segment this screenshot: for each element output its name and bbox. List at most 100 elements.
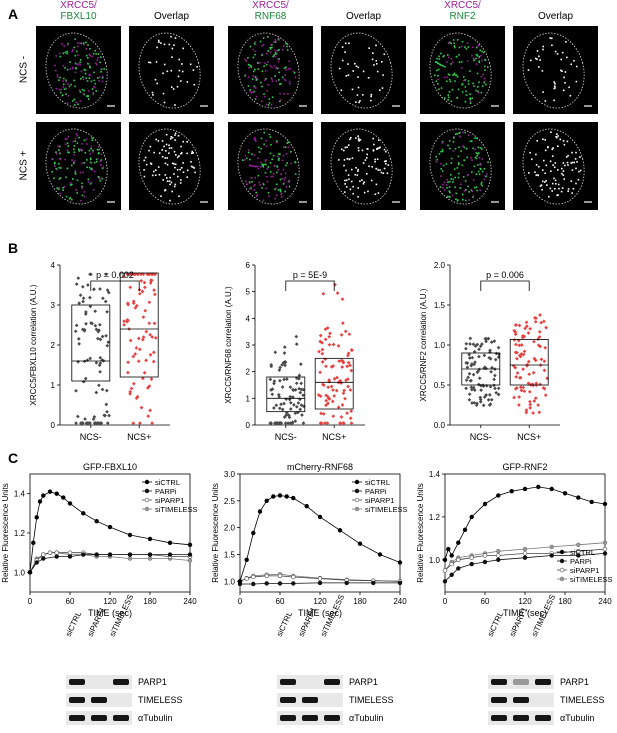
data-point bbox=[27, 570, 33, 575]
data-point bbox=[41, 556, 46, 561]
data-point bbox=[244, 557, 249, 563]
data-point bbox=[481, 403, 486, 408]
data-point bbox=[517, 395, 522, 399]
data-point bbox=[76, 276, 81, 280]
blot-band bbox=[491, 697, 507, 703]
data-point bbox=[472, 400, 477, 405]
data-point bbox=[468, 336, 473, 341]
data-point bbox=[464, 346, 468, 351]
data-point bbox=[471, 372, 476, 377]
data-point bbox=[324, 403, 328, 408]
data-point bbox=[284, 397, 289, 401]
data-point bbox=[272, 406, 276, 410]
data-point bbox=[467, 392, 472, 397]
series-line bbox=[239, 575, 401, 582]
data-point bbox=[283, 363, 287, 368]
data-point bbox=[538, 313, 542, 317]
data-point bbox=[77, 301, 82, 305]
y-tick-label: 3.0 bbox=[224, 470, 236, 479]
data-point bbox=[299, 381, 304, 386]
data-point bbox=[141, 335, 146, 339]
data-point bbox=[477, 376, 482, 381]
data-point bbox=[144, 358, 148, 363]
y-tick-label: 0.5 bbox=[434, 381, 446, 390]
data-point bbox=[187, 542, 193, 548]
legend-marker bbox=[354, 497, 360, 503]
merge-micrograph bbox=[228, 26, 313, 114]
data-point bbox=[128, 338, 133, 343]
kinetics-chart-1: mCherry-RNF68 0 60 120 180 240 TIME (sec) 1.0 1.… bbox=[211, 462, 408, 618]
data-point bbox=[138, 421, 142, 425]
data-point bbox=[462, 527, 468, 533]
data-point bbox=[288, 407, 293, 411]
micro-title-merge: XRCC5/RNF2 bbox=[420, 0, 505, 22]
data-point bbox=[83, 312, 88, 316]
data-point bbox=[277, 394, 282, 399]
y-tick-label: 1.2 bbox=[429, 513, 441, 522]
data-point bbox=[589, 499, 594, 505]
data-point bbox=[496, 386, 501, 391]
data-point bbox=[134, 346, 139, 350]
data-point bbox=[465, 365, 470, 370]
data-point bbox=[470, 401, 474, 405]
data-point bbox=[300, 413, 304, 417]
data-point bbox=[324, 398, 329, 403]
legend-label: PARPi bbox=[570, 557, 592, 566]
y-tick-label: 2 bbox=[51, 341, 56, 350]
data-point bbox=[107, 552, 113, 557]
data-point bbox=[340, 297, 345, 302]
data-point bbox=[318, 333, 323, 338]
data-point bbox=[146, 414, 151, 418]
data-point bbox=[294, 381, 299, 386]
data-point bbox=[456, 540, 461, 545]
blot-band bbox=[324, 679, 340, 685]
data-point bbox=[264, 573, 269, 579]
data-point bbox=[549, 553, 554, 558]
data-point bbox=[343, 396, 347, 401]
box bbox=[266, 376, 306, 413]
p-value: p = 0.002 bbox=[96, 270, 134, 280]
data-point bbox=[484, 383, 489, 388]
x-tick-label: 0 bbox=[443, 597, 448, 606]
data-point bbox=[496, 553, 501, 558]
x-axis-label: TIME (sec) bbox=[503, 608, 547, 618]
data-point bbox=[522, 546, 528, 552]
data-point bbox=[133, 352, 138, 356]
data-point bbox=[299, 387, 304, 392]
data-point bbox=[493, 386, 497, 391]
data-point bbox=[329, 365, 334, 369]
row-label: NCS + bbox=[18, 150, 30, 181]
data-point bbox=[84, 421, 89, 425]
data-point bbox=[343, 329, 348, 334]
data-point bbox=[325, 326, 330, 330]
data-point bbox=[477, 347, 481, 352]
data-point bbox=[84, 321, 88, 326]
data-point bbox=[131, 421, 136, 425]
data-point bbox=[134, 396, 139, 400]
data-point bbox=[456, 566, 461, 571]
data-point bbox=[562, 491, 568, 496]
data-point bbox=[442, 557, 448, 563]
data-point bbox=[187, 552, 193, 557]
series-line bbox=[444, 553, 606, 582]
data-point bbox=[346, 353, 350, 358]
data-point bbox=[81, 511, 86, 516]
blot-row-label: TIMELESS bbox=[138, 695, 183, 705]
kinetics-chart-0: GFP-FBXL10 0 60 120 180 240 TIME (sec) 1.0 1.2 1.… bbox=[1, 462, 198, 618]
data-point bbox=[150, 335, 155, 339]
data-point bbox=[78, 293, 83, 298]
data-point bbox=[336, 405, 341, 410]
legend-marker bbox=[559, 576, 565, 582]
data-point bbox=[346, 384, 350, 389]
data-point bbox=[284, 494, 289, 499]
y-tick-label: 2 bbox=[246, 368, 251, 377]
data-point bbox=[106, 290, 111, 295]
data-point bbox=[301, 421, 306, 425]
data-point bbox=[297, 373, 302, 378]
data-point bbox=[153, 292, 157, 297]
data-point bbox=[514, 342, 518, 347]
data-point bbox=[602, 501, 608, 507]
data-point bbox=[602, 551, 608, 556]
y-tick-label: 1.0 bbox=[429, 556, 441, 565]
blot-band bbox=[513, 679, 529, 685]
